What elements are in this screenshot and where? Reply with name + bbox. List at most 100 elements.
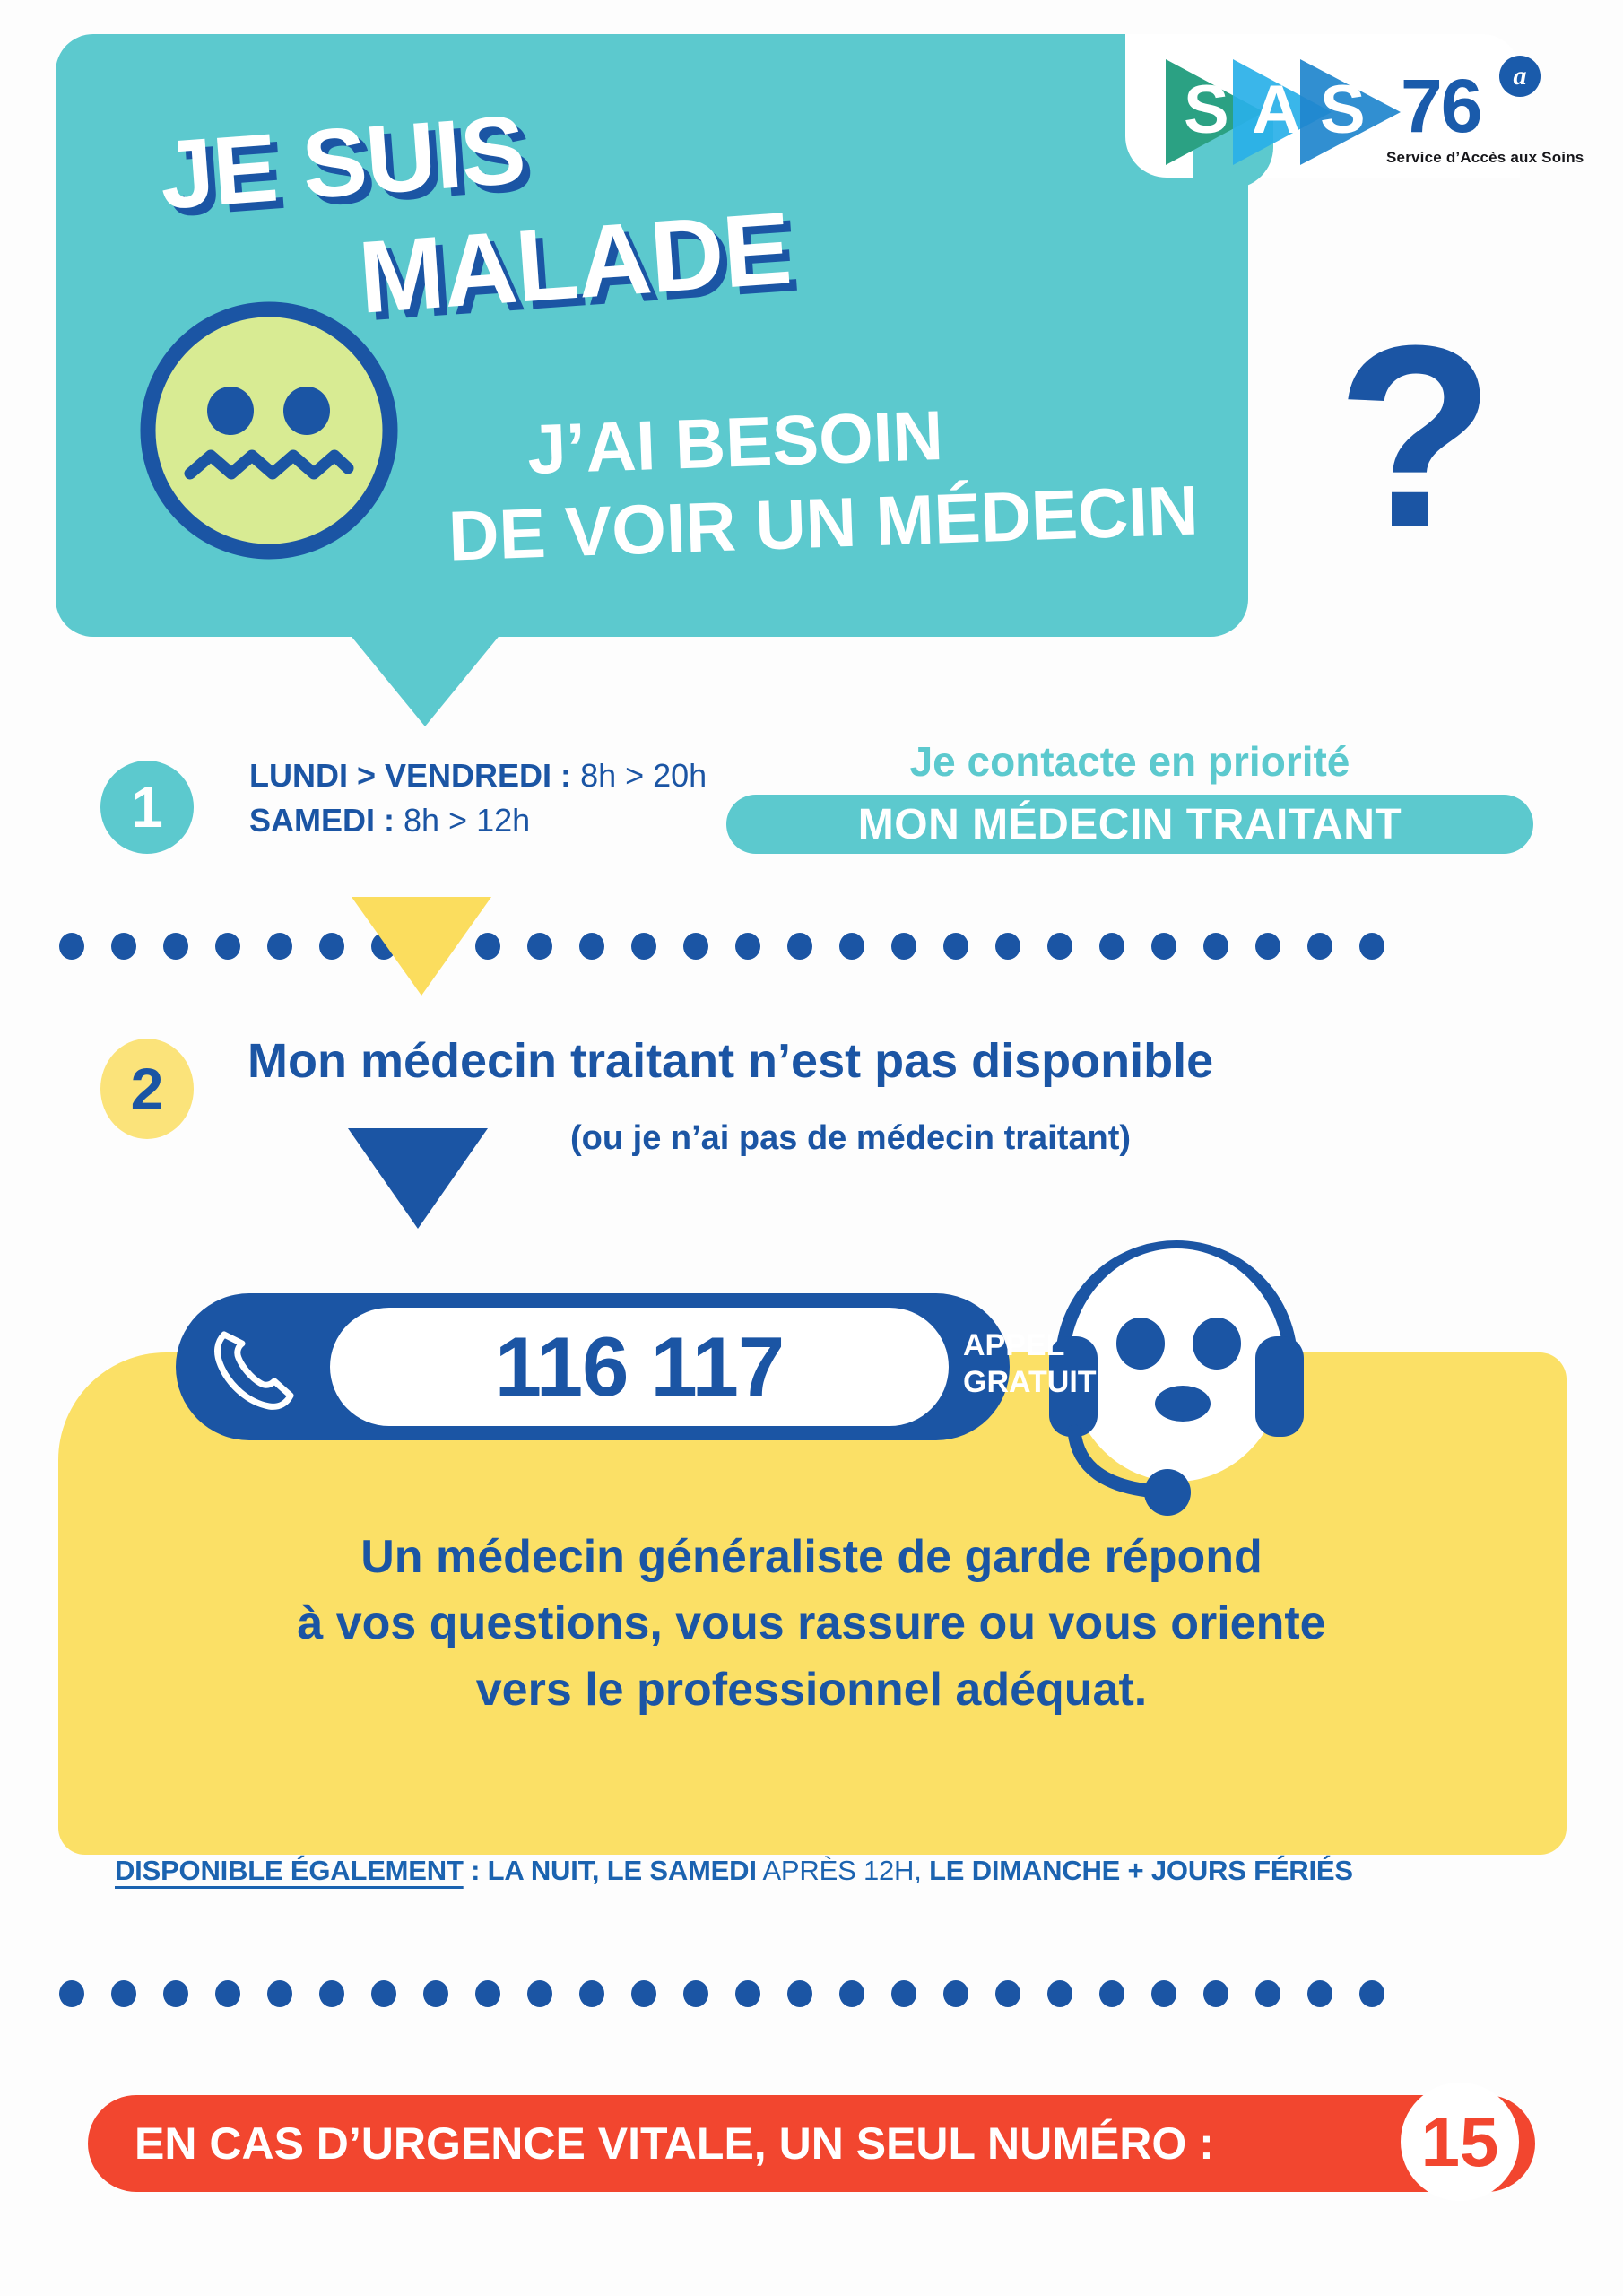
separator-dot (1151, 933, 1176, 960)
dot-separator-row-2 (59, 1980, 1411, 2007)
info-panel-line-3: vers le professionnel adéquat. (475, 1663, 1148, 1716)
availability-label: DISPONIBLE ÉGALEMENT (115, 1855, 464, 1886)
emergency-number-badge: 15 (1401, 2083, 1519, 2201)
separator-dot (683, 933, 708, 960)
step-2-heading: Mon médecin traitant n’est pas disponibl… (247, 1034, 1214, 1088)
separator-dot (787, 933, 812, 960)
separator-dot (943, 933, 968, 960)
separator-dot (995, 933, 1020, 960)
separator-dot (1047, 1980, 1072, 2007)
separator-dot (839, 933, 864, 960)
separator-dot (1203, 933, 1228, 960)
separator-dot (1359, 933, 1384, 960)
separator-dot (527, 1980, 552, 2007)
step-1-weekday-label: LUNDI > VENDREDI : (249, 757, 572, 794)
separator-dot (319, 933, 344, 960)
separator-dot (371, 1980, 396, 2007)
separator-dot (163, 933, 188, 960)
separator-dot (111, 933, 136, 960)
separator-dot (215, 1980, 240, 2007)
logo-number: 76 (1401, 64, 1482, 148)
availability-thin: APRÈS 12H, (756, 1855, 930, 1886)
separator-dot (891, 933, 916, 960)
step-1-doctor-pill: MON MÉDECIN TRAITANT (726, 795, 1533, 854)
separator-dot (579, 933, 604, 960)
phone-number-plate: 116 117 (330, 1308, 949, 1426)
separator-dot (267, 1980, 292, 2007)
step-1-hours: LUNDI > VENDREDI : 8h > 20h SAMEDI : 8h … (249, 753, 707, 842)
separator-dot (1307, 1980, 1332, 2007)
step-1-number-badge: 1 (100, 761, 194, 854)
separator-dot (475, 1980, 500, 2007)
separator-dot (59, 933, 84, 960)
separator-dot (839, 1980, 864, 2007)
step-1-weekday-hours: LUNDI > VENDREDI : 8h > 20h (249, 753, 707, 798)
separator-dot (215, 933, 240, 960)
step-1-weekday-value: 8h > 20h (580, 757, 707, 794)
info-panel-text: Un médecin généraliste de garde répond à… (108, 1525, 1515, 1723)
phone-free-call-label: APPEL GRATUIT (963, 1327, 1097, 1402)
phone-free-line-2: GRATUIT (963, 1365, 1097, 1400)
separator-dot (163, 1980, 188, 2007)
availability-bold-2: LE DIMANCHE + JOURS FÉRIÉS (929, 1855, 1353, 1886)
availability-separator: : (463, 1855, 488, 1886)
phone-free-line-1: APPEL (963, 1328, 1065, 1362)
separator-dot (579, 1980, 604, 2007)
separator-dot (527, 933, 552, 960)
phone-number-value: 116 117 (494, 1319, 785, 1413)
sas76-logo[interactable]: S A S 76 a Service d’Accès aux Soins (1166, 52, 1584, 178)
step-1-saturday-hours: SAMEDI : 8h > 12h (249, 798, 707, 843)
separator-dot (1151, 1980, 1176, 2007)
info-panel-line-1: Un médecin généraliste de garde répond (360, 1531, 1263, 1583)
logo-tagline: Service d’Accès aux Soins (1386, 149, 1584, 166)
separator-dot (1255, 1980, 1280, 2007)
headset-operator-icon (1024, 1211, 1329, 1534)
separator-dot (735, 933, 760, 960)
separator-dot (787, 1980, 812, 2007)
separator-dot (995, 1980, 1020, 2007)
step-1-priority-block: Je contacte en priorité MON MÉDECIN TRAI… (726, 737, 1533, 854)
step-2-number-badge: 2 (100, 1039, 194, 1139)
separator-dot (59, 1980, 84, 2007)
separator-dot (319, 1980, 344, 2007)
separator-dot (1099, 933, 1124, 960)
speech-bubble-tail-icon (344, 628, 506, 726)
separator-dot (735, 1980, 760, 2007)
step-2-subheading: (ou je n’ai pas de médecin traitant) (570, 1119, 1132, 1157)
separator-dot (423, 1980, 448, 2007)
step-1-saturday-value: 8h > 12h (404, 801, 531, 839)
separator-dot (943, 1980, 968, 2007)
separator-dot (1099, 1980, 1124, 2007)
separator-dot (267, 933, 292, 960)
emergency-banner[interactable]: EN CAS D’URGENCE VITALE, UN SEUL NUMÉRO … (88, 2083, 1535, 2201)
info-panel-line-2: à vos questions, vous rassure ou vous or… (297, 1596, 1326, 1649)
question-mark-icon: ? (1336, 291, 1496, 582)
step-1-saturday-label: SAMEDI : (249, 801, 395, 839)
separator-dot (631, 1980, 656, 2007)
logo-superscript-a: a (1499, 56, 1541, 97)
logo-triangles-icon: S A S (1166, 59, 1408, 165)
step-1-priority-text: Je contacte en priorité (909, 738, 1350, 785)
separator-dot (1203, 1980, 1228, 2007)
arrow-down-blue-icon (348, 1128, 488, 1229)
separator-dot (1255, 933, 1280, 960)
emergency-text: EN CAS D’URGENCE VITALE, UN SEUL NUMÉRO … (135, 2118, 1214, 2169)
subtitle-line-1: J’AI BESOIN (525, 395, 945, 490)
availability-line: DISPONIBLE ÉGALEMENT : LA NUIT, LE SAMED… (115, 1855, 1514, 1887)
dot-separator-row-1 (59, 933, 1411, 960)
separator-dot (683, 1980, 708, 2007)
svg-text:S: S (1184, 72, 1229, 148)
arrow-down-yellow-icon (352, 897, 491, 996)
svg-text:A: A (1252, 72, 1301, 148)
separator-dot (631, 933, 656, 960)
separator-dot (1047, 933, 1072, 960)
separator-dot (111, 1980, 136, 2007)
svg-text:S: S (1320, 72, 1366, 148)
separator-dot (1307, 933, 1332, 960)
separator-dot (1359, 1980, 1384, 2007)
phone-number-pill[interactable]: 116 117 APPEL GRATUIT (176, 1293, 1097, 1440)
sick-face-icon (135, 296, 404, 565)
phone-handset-icon (203, 1318, 299, 1415)
availability-bold-1: LA NUIT, LE SAMEDI (487, 1855, 757, 1886)
